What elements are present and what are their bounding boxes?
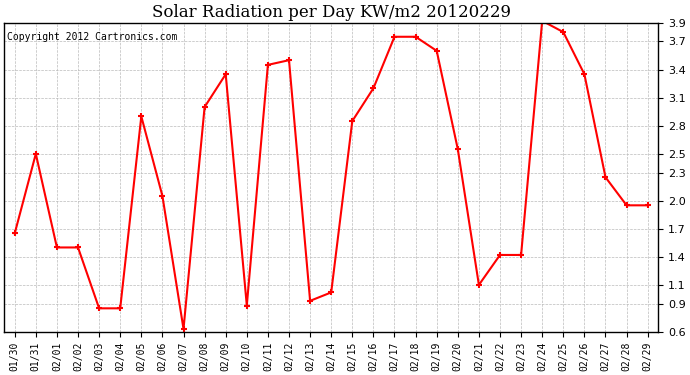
Text: Copyright 2012 Cartronics.com: Copyright 2012 Cartronics.com bbox=[8, 32, 178, 42]
Title: Solar Radiation per Day KW/m2 20120229: Solar Radiation per Day KW/m2 20120229 bbox=[152, 4, 511, 21]
